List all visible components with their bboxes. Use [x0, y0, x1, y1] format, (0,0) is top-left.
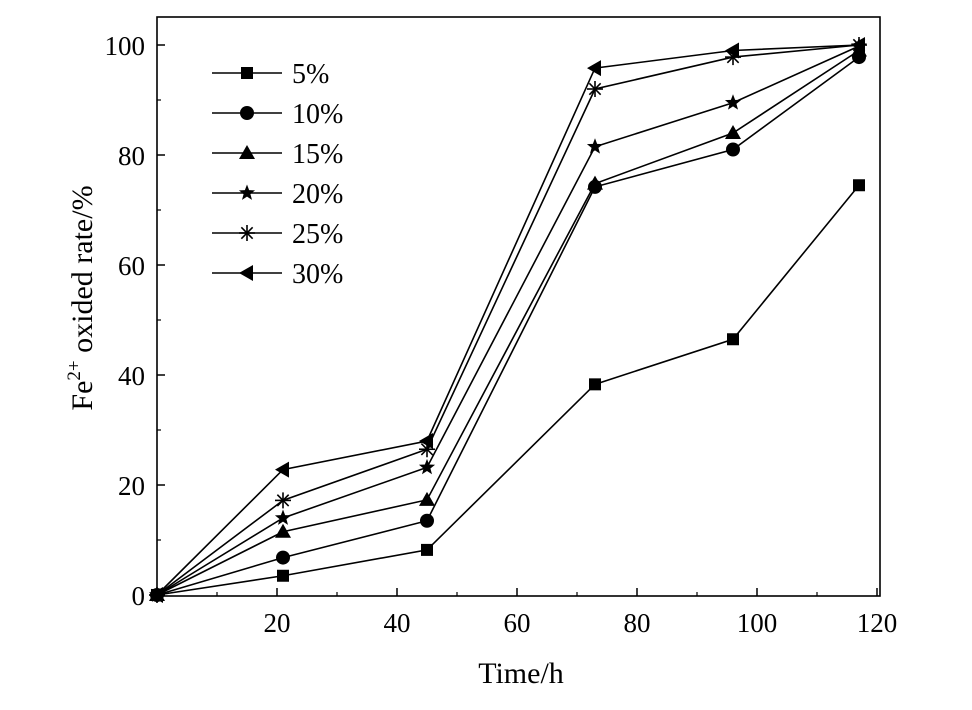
- legend-label: 10%: [292, 99, 343, 130]
- y-tick-label: 20: [118, 471, 145, 501]
- data-point: [420, 513, 434, 528]
- x-tick-label: 60: [504, 608, 531, 638]
- x-tick-label: 100: [737, 608, 778, 638]
- series-5: [149, 37, 867, 603]
- y-tick-label: 0: [132, 581, 146, 611]
- y-axis-title: Fe2+ oxided rate/%: [64, 185, 99, 410]
- data-point: [275, 492, 291, 509]
- data-point: [724, 94, 742, 110]
- legend-marker: [241, 67, 253, 79]
- data-point: [725, 125, 741, 139]
- data-point: [589, 378, 601, 391]
- series-3: [149, 42, 867, 601]
- series-1: [151, 179, 865, 601]
- series-line: [156, 44, 860, 596]
- series-line: [156, 184, 860, 596]
- data-point: [277, 569, 289, 582]
- y-tick-label: 80: [118, 141, 145, 171]
- legend-label: 25%: [292, 219, 343, 250]
- legend: 5% 10% 15% 20% 25% 30%: [212, 59, 343, 290]
- legend-item: 5%: [212, 59, 329, 90]
- legend-label: 30%: [292, 259, 343, 290]
- legend-label: 20%: [292, 179, 343, 210]
- data-point: [419, 491, 435, 506]
- legend-marker: [239, 265, 253, 281]
- legend-marker: [238, 184, 256, 200]
- series-line: [156, 45, 860, 596]
- data-point: [275, 461, 289, 478]
- legend-label: 5%: [292, 59, 329, 90]
- data-point: [587, 81, 603, 97]
- data-point: [421, 543, 433, 556]
- x-tick-label: 20: [264, 608, 291, 638]
- data-point: [419, 433, 433, 449]
- data-point: [276, 550, 290, 565]
- data-point: [274, 509, 292, 525]
- data-point: [587, 175, 603, 190]
- data-point: [727, 333, 739, 346]
- legend-item: 20%: [212, 179, 343, 210]
- legend-item: 15%: [212, 139, 343, 170]
- legend-item: 30%: [212, 259, 343, 290]
- series-4: [148, 37, 868, 602]
- data-point: [851, 37, 865, 53]
- data-point: [149, 587, 163, 603]
- y-tick-label: 100: [105, 31, 146, 61]
- data-point: [853, 179, 865, 192]
- data-point: [726, 142, 740, 157]
- legend-marker: [240, 106, 254, 120]
- legend-marker: [239, 145, 255, 159]
- x-axis-title: Time/h: [478, 657, 564, 690]
- series-line: [156, 49, 860, 596]
- x-tick-label: 40: [384, 608, 411, 638]
- data-point: [587, 60, 601, 77]
- data-point: [586, 138, 604, 154]
- legend-marker: [239, 225, 255, 241]
- legend-item: 10%: [212, 99, 343, 130]
- legend-item: 25%: [212, 219, 343, 250]
- x-tick-label: 120: [857, 608, 898, 638]
- data-point: [275, 523, 291, 538]
- legend-label: 15%: [292, 139, 343, 170]
- series-line: [156, 56, 860, 596]
- series-line: [156, 44, 860, 596]
- y-tick-label: 60: [118, 251, 145, 281]
- x-tick-label: 80: [624, 608, 651, 638]
- data-point: [725, 42, 739, 59]
- series-6: [149, 37, 865, 603]
- plot-frame: [156, 16, 881, 597]
- y-tick-label: 40: [118, 361, 145, 391]
- data-point: [418, 458, 436, 475]
